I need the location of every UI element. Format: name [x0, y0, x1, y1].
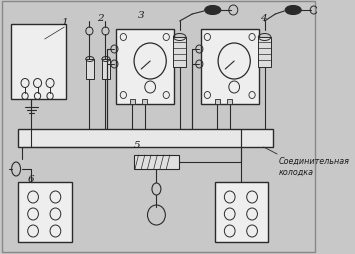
Text: 6: 6	[28, 175, 34, 184]
Bar	[130, 100, 135, 105]
Text: 1: 1	[61, 18, 68, 26]
Bar	[116, 30, 174, 105]
Bar	[102, 60, 110, 80]
Ellipse shape	[285, 6, 301, 15]
Ellipse shape	[205, 6, 221, 15]
Bar	[11, 25, 66, 100]
Text: 4: 4	[260, 13, 267, 22]
Text: 3: 3	[138, 10, 144, 19]
Bar	[258, 38, 271, 68]
Bar	[86, 60, 94, 80]
Bar	[214, 100, 220, 105]
Bar	[142, 100, 147, 105]
Text: 2: 2	[97, 13, 103, 22]
Bar	[18, 182, 71, 242]
Bar	[18, 130, 273, 147]
Bar	[227, 100, 233, 105]
Bar	[201, 30, 259, 105]
Bar	[134, 155, 179, 169]
Text: 5: 5	[133, 140, 140, 149]
Bar	[214, 182, 268, 242]
Bar	[173, 38, 186, 68]
Text: Соединительная
колодка: Соединительная колодка	[279, 156, 350, 176]
